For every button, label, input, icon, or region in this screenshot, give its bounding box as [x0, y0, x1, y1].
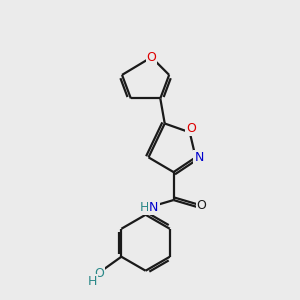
Text: O: O — [186, 122, 196, 135]
Text: N: N — [194, 151, 204, 164]
Text: H: H — [140, 201, 149, 214]
Text: O: O — [196, 200, 206, 212]
Text: O: O — [146, 51, 156, 64]
Text: H: H — [88, 275, 97, 288]
Text: O: O — [94, 267, 104, 280]
Text: N: N — [149, 201, 158, 214]
